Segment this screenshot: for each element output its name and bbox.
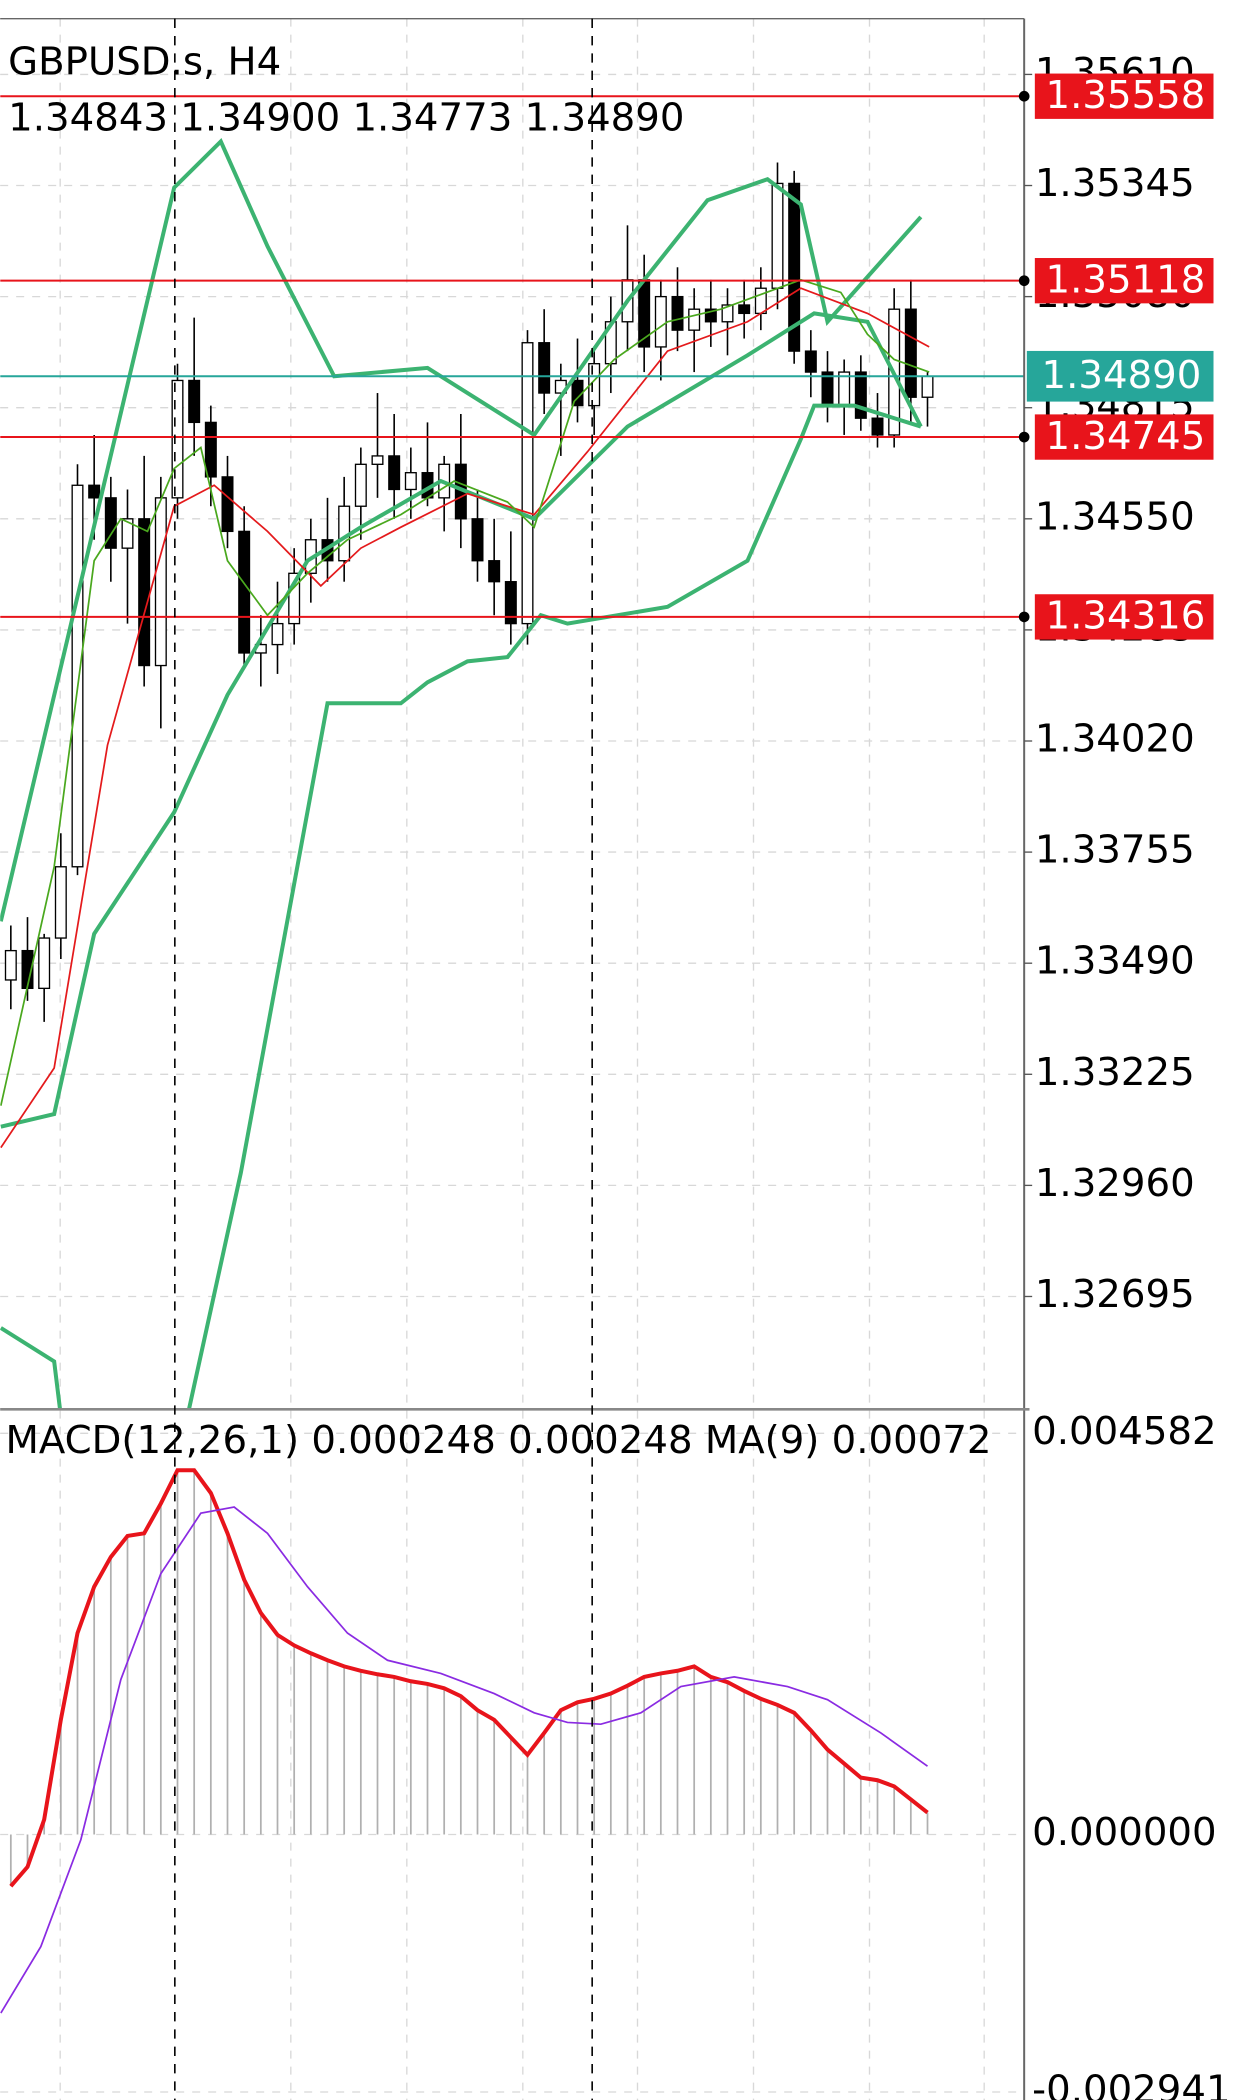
level-label: 1.35558 — [1046, 73, 1206, 118]
candle-body — [54, 866, 67, 939]
candle-body — [788, 182, 801, 352]
ohlc-values: 1.34843 1.34900 1.34773 1.34890 — [8, 96, 684, 141]
candle-body — [738, 304, 751, 315]
candle-body — [38, 937, 51, 990]
level-box — [1034, 414, 1214, 460]
candle-body — [204, 421, 217, 478]
grid — [0, 18, 1025, 2100]
candle-body — [471, 518, 484, 562]
candle-body — [754, 287, 767, 315]
y-tick-label: 1.34550 — [1035, 494, 1195, 539]
price-plot — [0, 95, 1025, 1408]
y-tick-label: 1.35345 — [1035, 161, 1195, 206]
candle-body — [521, 342, 534, 625]
indicator-line — [0, 278, 930, 1106]
candle-body — [354, 463, 367, 507]
candle-body — [654, 295, 667, 348]
macd-title: MACD(12,26,1) 0.000248 0.000248 MA(9) 0.… — [6, 1418, 992, 1463]
price-axis: 1.356101.353451.350801.348151.345501.342… — [1018, 50, 1231, 2100]
candle-body — [138, 518, 151, 667]
y-tick-label: 0.000000 — [1032, 1810, 1216, 1855]
candle-body — [404, 472, 417, 491]
candle-body — [588, 363, 601, 407]
candle-body — [488, 560, 501, 583]
indicator-line — [0, 138, 923, 922]
candle-body — [921, 375, 934, 398]
candle-body — [71, 484, 84, 868]
candle-body — [688, 308, 701, 331]
candle-body — [854, 371, 867, 419]
candle-body — [171, 379, 184, 499]
level-handle — [1018, 431, 1030, 443]
y-tick-label: 1.33225 — [1035, 1050, 1195, 1095]
candle-body — [638, 279, 651, 348]
candle-body — [671, 295, 684, 331]
candle-body — [904, 308, 917, 398]
level-label: 1.35118 — [1046, 258, 1206, 303]
macd-plot — [0, 1468, 929, 2014]
candle-body — [804, 350, 817, 373]
y-tick-label: 1.32695 — [1035, 1272, 1195, 1317]
y-tick-label: 0.004582 — [1032, 1409, 1216, 1454]
indicator-line — [0, 311, 923, 1129]
indicator-line — [0, 403, 922, 1408]
level-handle — [1018, 90, 1030, 102]
candle-body — [504, 581, 517, 625]
candle-body — [121, 518, 134, 549]
y-tick-label: 1.34020 — [1035, 717, 1195, 762]
candle-body — [221, 476, 234, 533]
signal-line — [0, 1506, 929, 2014]
candle-body — [371, 455, 384, 465]
y-tick-label: -0.002941 — [1032, 2068, 1230, 2100]
y-tick-label: 1.32960 — [1035, 1161, 1195, 1206]
candle-body — [154, 497, 167, 667]
y-tick-label: 1.33490 — [1035, 939, 1195, 984]
candle-body — [871, 417, 884, 436]
candle-body — [721, 304, 734, 323]
candle-body — [771, 182, 784, 289]
candle-body — [238, 530, 251, 654]
level-box — [1034, 258, 1214, 304]
candle-body — [188, 379, 201, 424]
last-price-label: 1.34890 — [1042, 353, 1202, 398]
level-box — [1034, 594, 1214, 640]
candle-body — [88, 484, 101, 499]
candle-body — [388, 455, 401, 491]
candle-body — [538, 342, 551, 394]
level-handle — [1018, 611, 1030, 623]
candle-body — [104, 497, 117, 549]
symbol-title: GBPUSD.s, H4 — [8, 40, 281, 85]
y-tick-label: 1.33755 — [1035, 828, 1195, 873]
candle-body — [288, 572, 301, 625]
candle-body — [4, 949, 17, 981]
level-box — [1034, 73, 1214, 119]
last-price-box — [1026, 350, 1214, 402]
indicator-line — [0, 287, 930, 1149]
candle-body — [704, 308, 717, 323]
macd-line — [9, 1468, 929, 1888]
level-label: 1.34316 — [1046, 594, 1206, 639]
candle-body — [271, 622, 284, 646]
level-handle — [1018, 275, 1030, 287]
level-label: 1.34745 — [1046, 414, 1206, 459]
